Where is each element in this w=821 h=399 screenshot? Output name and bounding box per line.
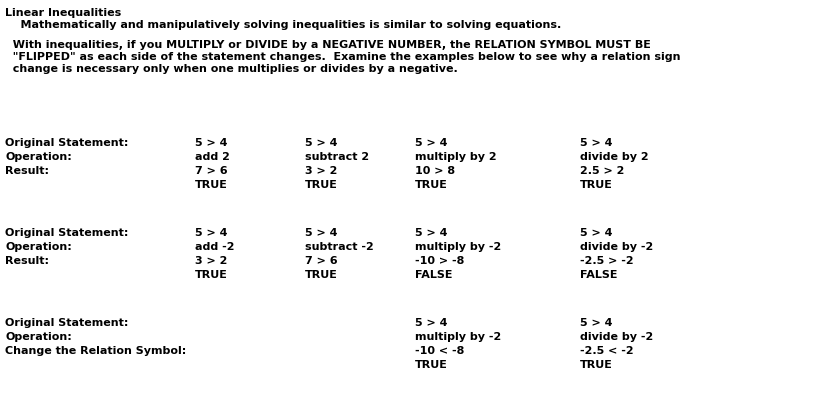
- Text: 5 > 4: 5 > 4: [305, 228, 337, 238]
- Text: change is necessary only when one multiplies or divides by a negative.: change is necessary only when one multip…: [5, 64, 458, 74]
- Text: divide by -2: divide by -2: [580, 332, 654, 342]
- Text: subtract -2: subtract -2: [305, 242, 374, 252]
- Text: 2.5 > 2: 2.5 > 2: [580, 166, 625, 176]
- Text: -2.5 < -2: -2.5 < -2: [580, 346, 634, 356]
- Text: TRUE: TRUE: [415, 360, 448, 370]
- Text: Mathematically and manipulatively solving inequalities is similar to solving equ: Mathematically and manipulatively solvin…: [5, 20, 562, 30]
- Text: TRUE: TRUE: [580, 180, 612, 190]
- Text: 10 > 8: 10 > 8: [415, 166, 455, 176]
- Text: TRUE: TRUE: [580, 360, 612, 370]
- Text: TRUE: TRUE: [305, 270, 338, 280]
- Text: 7 > 6: 7 > 6: [195, 166, 227, 176]
- Text: Result:: Result:: [5, 166, 49, 176]
- Text: 5 > 4: 5 > 4: [580, 138, 612, 148]
- Text: FALSE: FALSE: [580, 270, 617, 280]
- Text: "FLIPPED" as each side of the statement changes.  Examine the examples below to : "FLIPPED" as each side of the statement …: [5, 52, 681, 62]
- Text: Operation:: Operation:: [5, 242, 71, 252]
- Text: multiply by -2: multiply by -2: [415, 332, 502, 342]
- Text: 5 > 4: 5 > 4: [305, 138, 337, 148]
- Text: add -2: add -2: [195, 242, 235, 252]
- Text: Result:: Result:: [5, 256, 49, 266]
- Text: Original Statement:: Original Statement:: [5, 138, 128, 148]
- Text: 3 > 2: 3 > 2: [195, 256, 227, 266]
- Text: Operation:: Operation:: [5, 332, 71, 342]
- Text: 5 > 4: 5 > 4: [580, 228, 612, 238]
- Text: TRUE: TRUE: [195, 270, 228, 280]
- Text: add 2: add 2: [195, 152, 230, 162]
- Text: TRUE: TRUE: [305, 180, 338, 190]
- Text: 5 > 4: 5 > 4: [195, 138, 227, 148]
- Text: 5 > 4: 5 > 4: [415, 228, 447, 238]
- Text: Original Statement:: Original Statement:: [5, 318, 128, 328]
- Text: -2.5 > -2: -2.5 > -2: [580, 256, 634, 266]
- Text: Original Statement:: Original Statement:: [5, 228, 128, 238]
- Text: -10 > -8: -10 > -8: [415, 256, 465, 266]
- Text: Operation:: Operation:: [5, 152, 71, 162]
- Text: 7 > 6: 7 > 6: [305, 256, 337, 266]
- Text: subtract 2: subtract 2: [305, 152, 369, 162]
- Text: Linear Inequalities: Linear Inequalities: [5, 8, 122, 18]
- Text: TRUE: TRUE: [415, 180, 448, 190]
- Text: FALSE: FALSE: [415, 270, 452, 280]
- Text: 3 > 2: 3 > 2: [305, 166, 337, 176]
- Text: 5 > 4: 5 > 4: [580, 318, 612, 328]
- Text: 5 > 4: 5 > 4: [415, 138, 447, 148]
- Text: With inequalities, if you MULTIPLY or DIVIDE by a NEGATIVE NUMBER, the RELATION : With inequalities, if you MULTIPLY or DI…: [5, 40, 651, 50]
- Text: 5 > 4: 5 > 4: [195, 228, 227, 238]
- Text: TRUE: TRUE: [195, 180, 228, 190]
- Text: divide by 2: divide by 2: [580, 152, 649, 162]
- Text: multiply by 2: multiply by 2: [415, 152, 497, 162]
- Text: divide by -2: divide by -2: [580, 242, 654, 252]
- Text: Change the Relation Symbol:: Change the Relation Symbol:: [5, 346, 186, 356]
- Text: -10 < -8: -10 < -8: [415, 346, 465, 356]
- Text: multiply by -2: multiply by -2: [415, 242, 502, 252]
- Text: 5 > 4: 5 > 4: [415, 318, 447, 328]
